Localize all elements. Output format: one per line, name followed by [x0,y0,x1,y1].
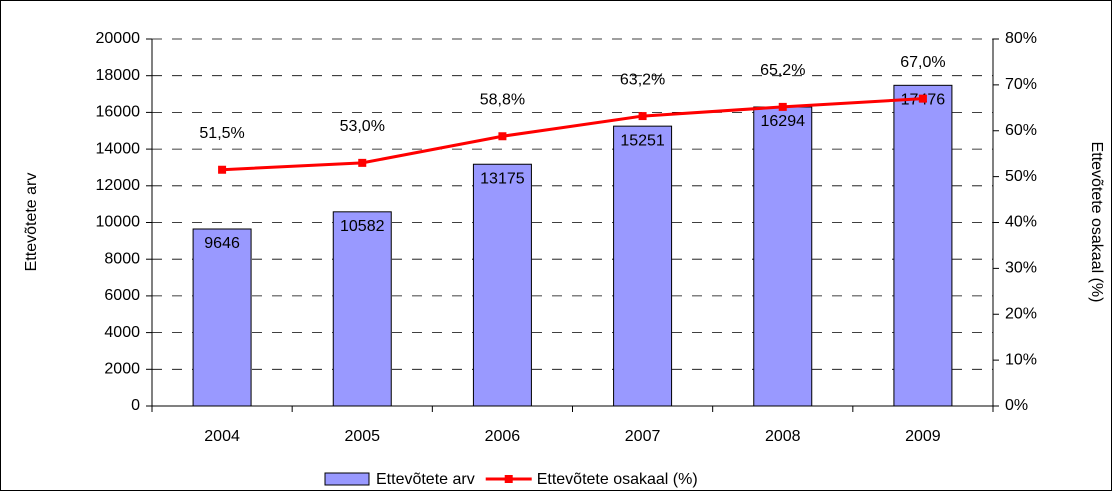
legend-label: Ettevõtete osakaal (%) [537,471,698,488]
bar [893,84,953,407]
y2-tick-label: 50% [1005,168,1037,185]
y-tick-label: 2000 [104,361,140,378]
y-tick-label: 12000 [96,177,141,194]
line-marker [498,132,507,141]
line-value-label: 51,5% [199,125,244,142]
y-tick-label: 8000 [104,250,140,267]
legend-label: Ettevõtete arv [376,471,475,488]
line-value-label: 58,8% [480,91,525,108]
line-value-label: 65,2% [760,62,805,79]
y2-tick-label: 40% [1005,214,1037,231]
line-marker [638,112,647,121]
bar [613,125,673,407]
y-axis-title: Ettevõtete arv [23,173,40,272]
y2-tick-label: 80% [1005,30,1037,47]
y2-axis-title: Ettevõtete osakaal (%) [1088,142,1105,303]
bar-value-label: 16294 [761,113,806,130]
y-tick-label: 10000 [96,214,141,231]
x-tick-label: 2005 [344,428,380,445]
legend-swatch [504,475,513,483]
line-marker [918,94,927,103]
x-tick-label: 2007 [625,428,661,445]
y-tick-label: 0 [131,397,140,414]
x-tick-label: 2009 [905,428,941,445]
y2-tick-label: 10% [1005,351,1037,368]
y2-tick-label: 20% [1005,305,1037,322]
line-value-label: 63,2% [620,71,665,88]
bar-value-label: 10582 [340,218,385,235]
line-marker [218,165,227,174]
y-tick-label: 14000 [96,140,141,157]
y2-tick-label: 0% [1005,397,1028,414]
bar-value-label: 13175 [480,170,525,187]
bar [472,163,532,407]
x-tick-label: 2008 [765,428,801,445]
line-marker [778,102,787,111]
bar-value-label: 9646 [204,235,240,252]
bar-value-label: 15251 [620,132,665,149]
x-tick-label: 2006 [485,428,521,445]
line-value-label: 53,0% [340,118,385,135]
bar [753,106,813,407]
y2-tick-label: 30% [1005,260,1037,277]
y2-tick-label: 60% [1005,122,1037,139]
bar [192,228,252,407]
line [222,97,924,172]
x-tick-label: 2004 [204,428,240,445]
line-value-label: 67,0% [900,54,945,71]
y-tick-label: 6000 [104,287,140,304]
y2-tick-label: 70% [1005,76,1037,93]
y-tick-label: 16000 [96,104,141,121]
line-marker [358,158,367,167]
legend-swatch [324,472,370,486]
y-tick-label: 20000 [96,30,141,47]
y-tick-label: 4000 [104,324,140,341]
y-tick-label: 18000 [96,67,141,84]
bar [332,211,392,407]
